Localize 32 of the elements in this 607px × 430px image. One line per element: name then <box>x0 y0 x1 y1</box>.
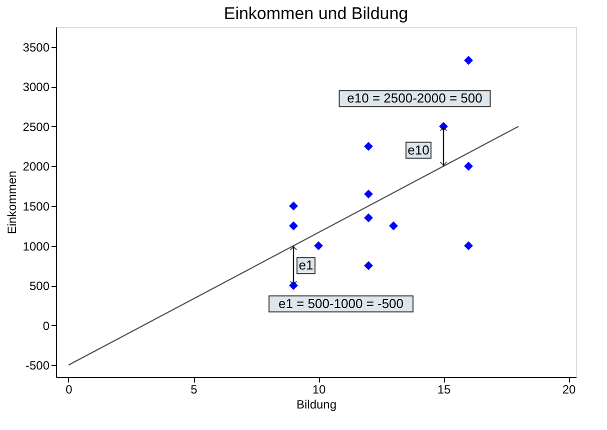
annotation: e1 <box>298 258 314 273</box>
point <box>289 221 298 230</box>
point <box>464 241 473 250</box>
point <box>314 241 323 250</box>
x-tick-label: 10 <box>312 382 326 396</box>
annotation: e10 = 2500-2000 = 500 <box>347 90 482 106</box>
point <box>289 202 298 210</box>
y-tick-label: 3500 <box>22 40 50 54</box>
point <box>364 142 373 151</box>
point <box>464 56 473 65</box>
annotation: e10 <box>408 142 430 158</box>
annotation: e1 = 500-1000 = -500 <box>278 296 404 311</box>
y-tick-label: 2000 <box>22 160 50 174</box>
x-tick-label: 0 <box>66 382 73 396</box>
y-tick-label: 1500 <box>22 199 50 214</box>
y-tick-label: -500 <box>25 358 50 373</box>
point <box>389 221 398 230</box>
x-tick-label: 5 <box>190 382 198 396</box>
y-tick-label: 3000 <box>22 80 50 94</box>
y-tick-label: 500 <box>29 279 50 294</box>
point <box>364 213 373 222</box>
x-tick-label: 15 <box>437 382 451 396</box>
point <box>364 190 373 199</box>
point <box>464 162 473 171</box>
point <box>364 261 373 270</box>
chart-title: Einkommen und Bildung <box>224 4 408 23</box>
x-tick-label: 20 <box>562 382 576 396</box>
y-tick-label: 0 <box>42 318 50 333</box>
y-tick-label: 2500 <box>22 120 50 134</box>
y-axis-title: Einkommen <box>4 170 19 234</box>
x-axis-title: Bildung <box>296 398 337 412</box>
y-tick-label: 1000 <box>22 239 50 254</box>
